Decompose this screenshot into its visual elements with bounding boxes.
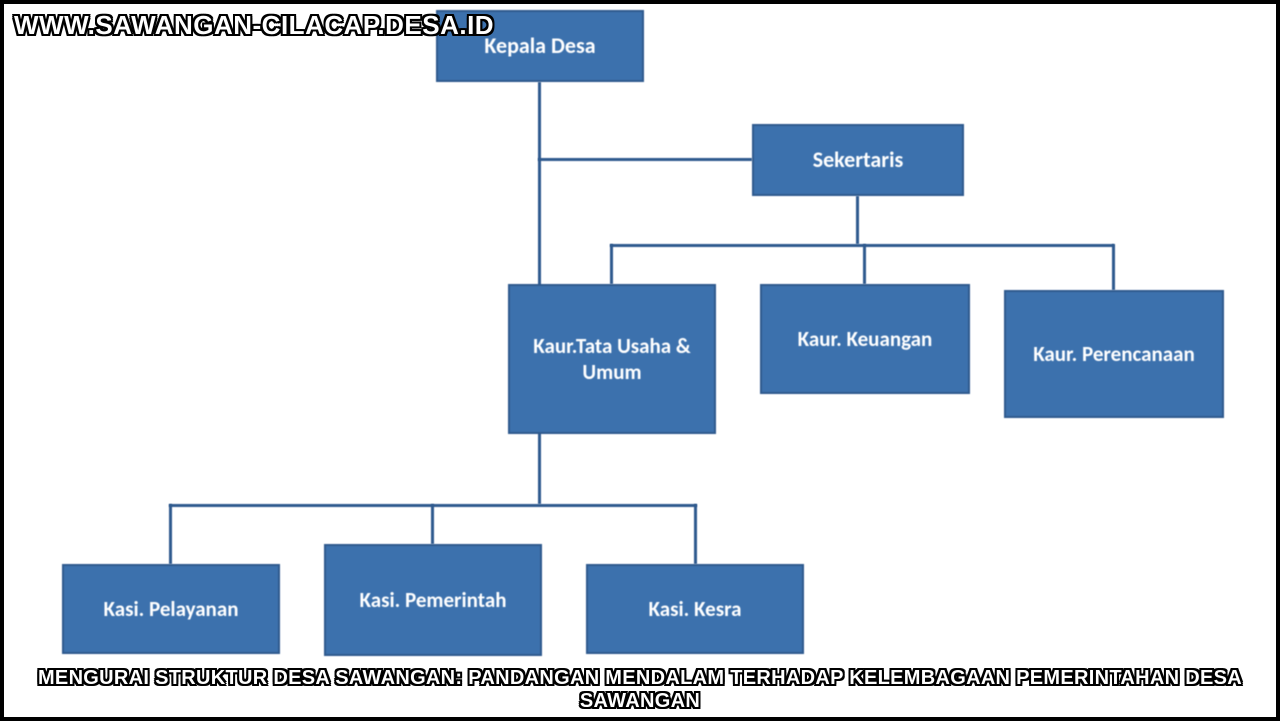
node-sekertaris: Sekertaris — [752, 124, 964, 196]
connector-v-kaur-1 — [610, 244, 613, 284]
connector-v-kasi-2 — [431, 504, 434, 544]
node-kaur-tata-usaha: Kaur.Tata Usaha & Umum — [508, 284, 716, 434]
node-kasi-kesra: Kasi. Kesra — [586, 564, 804, 654]
watermark-text: WWW.SAWANGAN-CILACAP.DESA.ID — [14, 10, 494, 41]
caption-text: MENGURAI STRUKTUR DESA SAWANGAN: PANDANG… — [4, 667, 1276, 713]
node-kasi-pemerintah: Kasi. Pemerintah — [324, 544, 542, 656]
node-kaur-keuangan: Kaur. Keuangan — [760, 284, 970, 394]
connector-h-kaur-bus — [610, 244, 1114, 247]
diagram-frame: WWW.SAWANGAN-CILACAP.DESA.ID Kepala Desa… — [0, 0, 1280, 721]
node-kasi-pelayanan: Kasi. Pelayanan — [62, 564, 280, 654]
connector-v-kasi-3 — [694, 504, 697, 564]
node-kaur-perencanaan: Kaur. Perencanaan — [1004, 290, 1224, 418]
connector-v-kaur-2 — [863, 244, 866, 284]
connector-v-kasi-1 — [169, 504, 172, 564]
connector-h-kepala-to-sek — [538, 158, 752, 161]
connector-v-sek-down — [856, 196, 859, 244]
connector-v-kaur-3 — [1112, 244, 1115, 290]
